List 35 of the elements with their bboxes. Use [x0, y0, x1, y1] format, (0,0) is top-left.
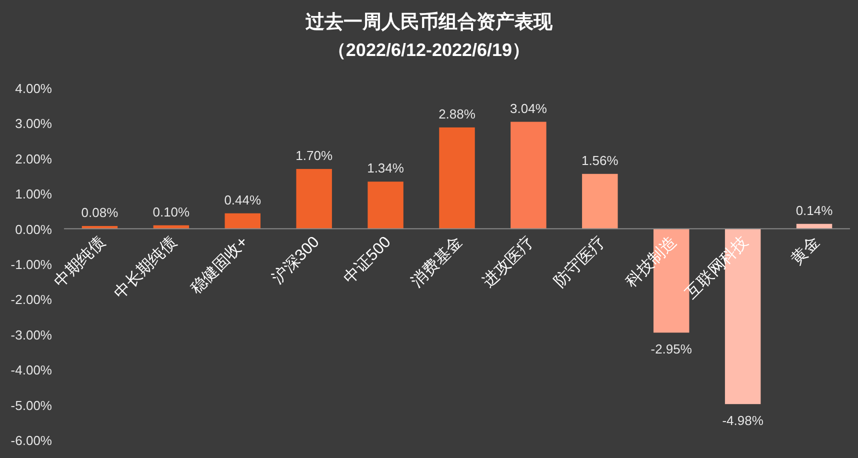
- x-tick-label: 进攻医疗: [479, 232, 538, 291]
- x-tick-label: 中证500: [340, 232, 394, 288]
- x-tick-label: 沪深300: [268, 232, 323, 288]
- x-tick-label: 中期纯债: [50, 232, 109, 291]
- x-tick-label: 科技制造: [622, 232, 680, 291]
- data-label: 0.44%: [224, 192, 262, 208]
- x-tick-label: 黄金: [788, 232, 824, 268]
- data-label: 1.56%: [581, 152, 619, 168]
- y-tick-label: -5.00%: [10, 398, 52, 413]
- y-tick-label: -4.00%: [10, 362, 52, 378]
- data-label: -2.95%: [650, 342, 692, 357]
- y-tick-label: -6.00%: [10, 433, 52, 448]
- data-label: 0.08%: [81, 204, 119, 220]
- x-tick-label: 互联网科技: [682, 232, 752, 302]
- y-tick-label: 1.00%: [15, 186, 52, 202]
- x-tick-label: 稳健固收+: [188, 234, 252, 298]
- data-label: 1.34%: [367, 160, 404, 176]
- y-tick-label: 2.00%: [15, 151, 52, 166]
- x-tick-label: 中长期纯债: [110, 232, 180, 302]
- y-tick-label: 3.00%: [15, 116, 52, 132]
- data-label: 1.70%: [296, 148, 333, 163]
- data-label: 2.88%: [438, 106, 476, 122]
- data-label: 0.10%: [152, 204, 190, 220]
- y-tick-label: 4.00%: [15, 81, 52, 96]
- data-label: -4.98%: [722, 413, 764, 428]
- chart-subtitle: （2022/6/12-2022/6/19）: [328, 40, 530, 60]
- x-tick-label: 防守医疗: [550, 232, 609, 291]
- x-tick-label: 消费基金: [408, 232, 466, 291]
- y-tick-label: -3.00%: [10, 327, 52, 342]
- chart-title: 过去一周人民币组合资产表现: [304, 11, 554, 33]
- data-label: 0.14%: [796, 202, 834, 218]
- y-tick-label: -2.00%: [10, 292, 52, 308]
- y-tick-label: 0.00%: [15, 222, 52, 237]
- data-label: 3.04%: [510, 100, 548, 116]
- y-tick-label: -1.00%: [10, 257, 52, 272]
